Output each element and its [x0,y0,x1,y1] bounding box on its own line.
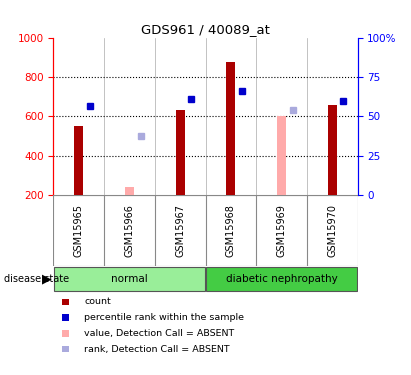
Title: GDS961 / 40089_at: GDS961 / 40089_at [141,23,270,36]
Text: GSM15970: GSM15970 [327,204,337,257]
Text: GSM15966: GSM15966 [125,204,134,257]
Text: rank, Detection Call = ABSENT: rank, Detection Call = ABSENT [84,345,230,354]
Bar [277,116,286,195]
Text: count: count [84,297,111,306]
Text: GSM15967: GSM15967 [175,204,185,257]
FancyBboxPatch shape [54,267,205,291]
Text: normal: normal [111,274,148,284]
Text: diabetic nephropathy: diabetic nephropathy [226,274,337,284]
Text: GSM15969: GSM15969 [277,204,286,257]
Text: percentile rank within the sample: percentile rank within the sample [84,313,244,322]
Bar [328,105,337,195]
Bar [125,187,134,195]
Text: disease state: disease state [4,274,69,284]
FancyBboxPatch shape [206,267,357,291]
Text: value, Detection Call = ABSENT: value, Detection Call = ABSENT [84,329,235,338]
Text: ▶: ▶ [42,273,52,286]
Bar [74,126,83,195]
Bar [226,62,236,195]
Text: GSM15968: GSM15968 [226,204,236,257]
Text: GSM15965: GSM15965 [74,204,84,257]
Bar [175,110,185,195]
